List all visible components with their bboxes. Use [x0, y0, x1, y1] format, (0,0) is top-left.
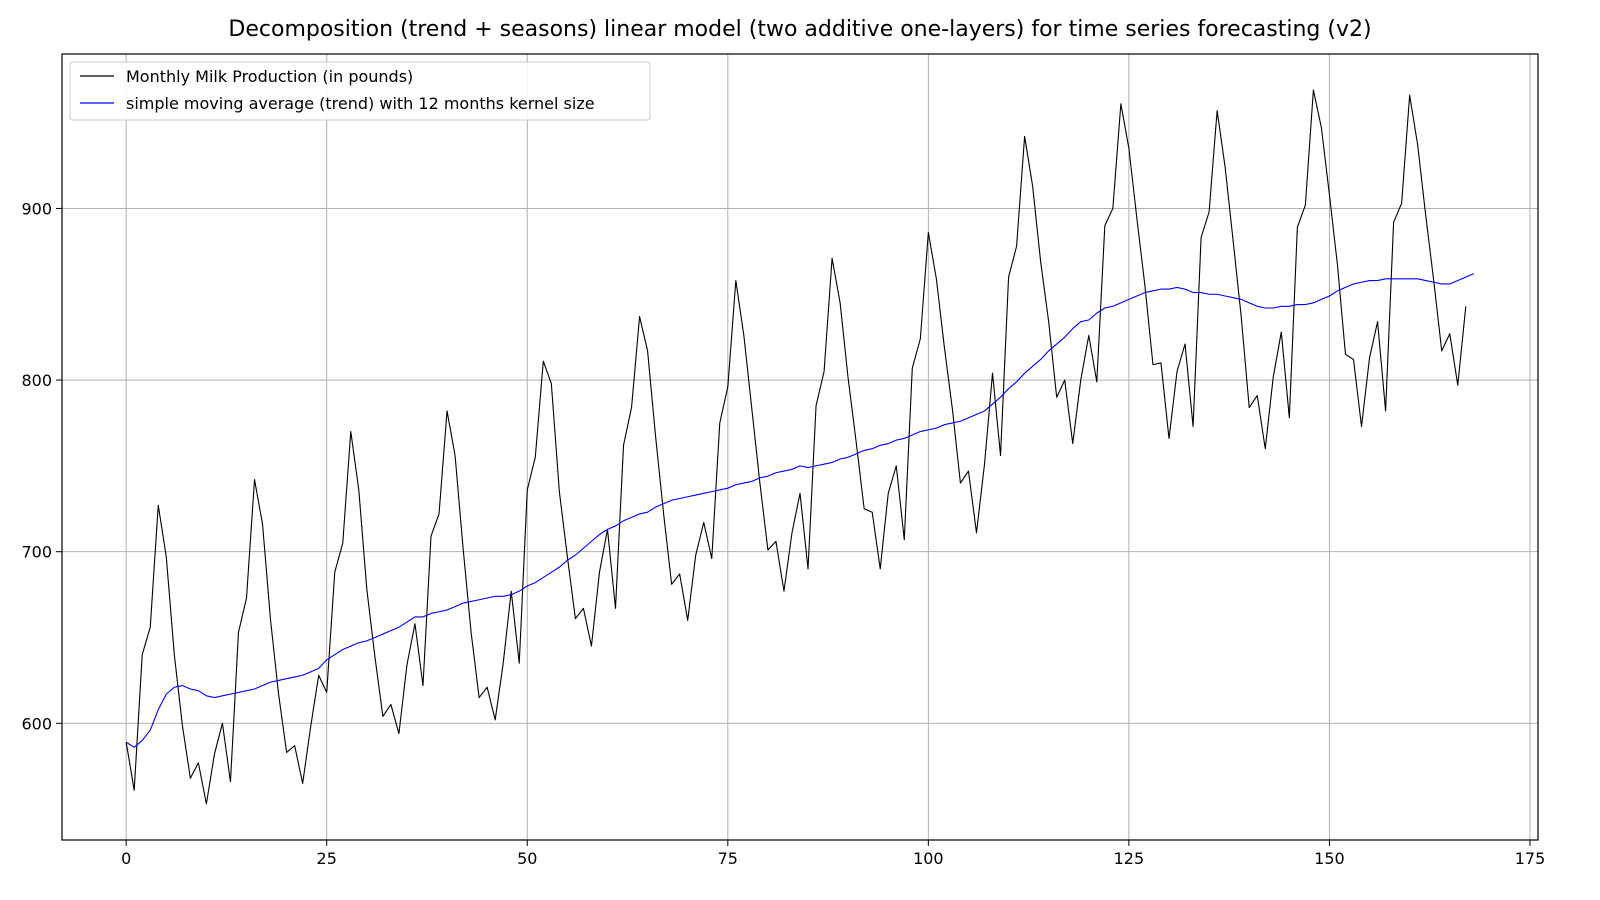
x-tick-label: 0	[121, 849, 131, 868]
x-tick-label: 25	[317, 849, 337, 868]
y-tick-label: 800	[21, 371, 52, 390]
x-tick-label: 125	[1114, 849, 1145, 868]
x-tick-label: 175	[1515, 849, 1546, 868]
plot-frame	[61, 53, 1539, 841]
chart-title: Decomposition (trend + seasons) linear m…	[228, 17, 1371, 42]
y-tick-label: 700	[21, 543, 52, 562]
milk-production-line	[125, 89, 1467, 805]
x-tick-label: 100	[913, 849, 944, 868]
series-layer	[125, 89, 1475, 805]
axis-ticks: 0 25 50 75 100 125 150 175 600 700 800 900	[21, 199, 1545, 868]
legend-label-milk-production: Monthly Milk Production (in pounds)	[126, 67, 413, 86]
moving-average-line	[125, 273, 1475, 748]
x-tick-label: 75	[718, 849, 738, 868]
legend-box	[69, 61, 651, 121]
legend: Monthly Milk Production (in pounds) simp…	[69, 61, 651, 121]
y-tick-label: 900	[21, 199, 52, 218]
x-tick-label: 150	[1314, 849, 1345, 868]
y-tick-label: 600	[21, 714, 52, 733]
x-tick-label: 50	[517, 849, 537, 868]
legend-label-moving-average: simple moving average (trend) with 12 mo…	[126, 94, 595, 113]
grid	[62, 54, 1538, 840]
